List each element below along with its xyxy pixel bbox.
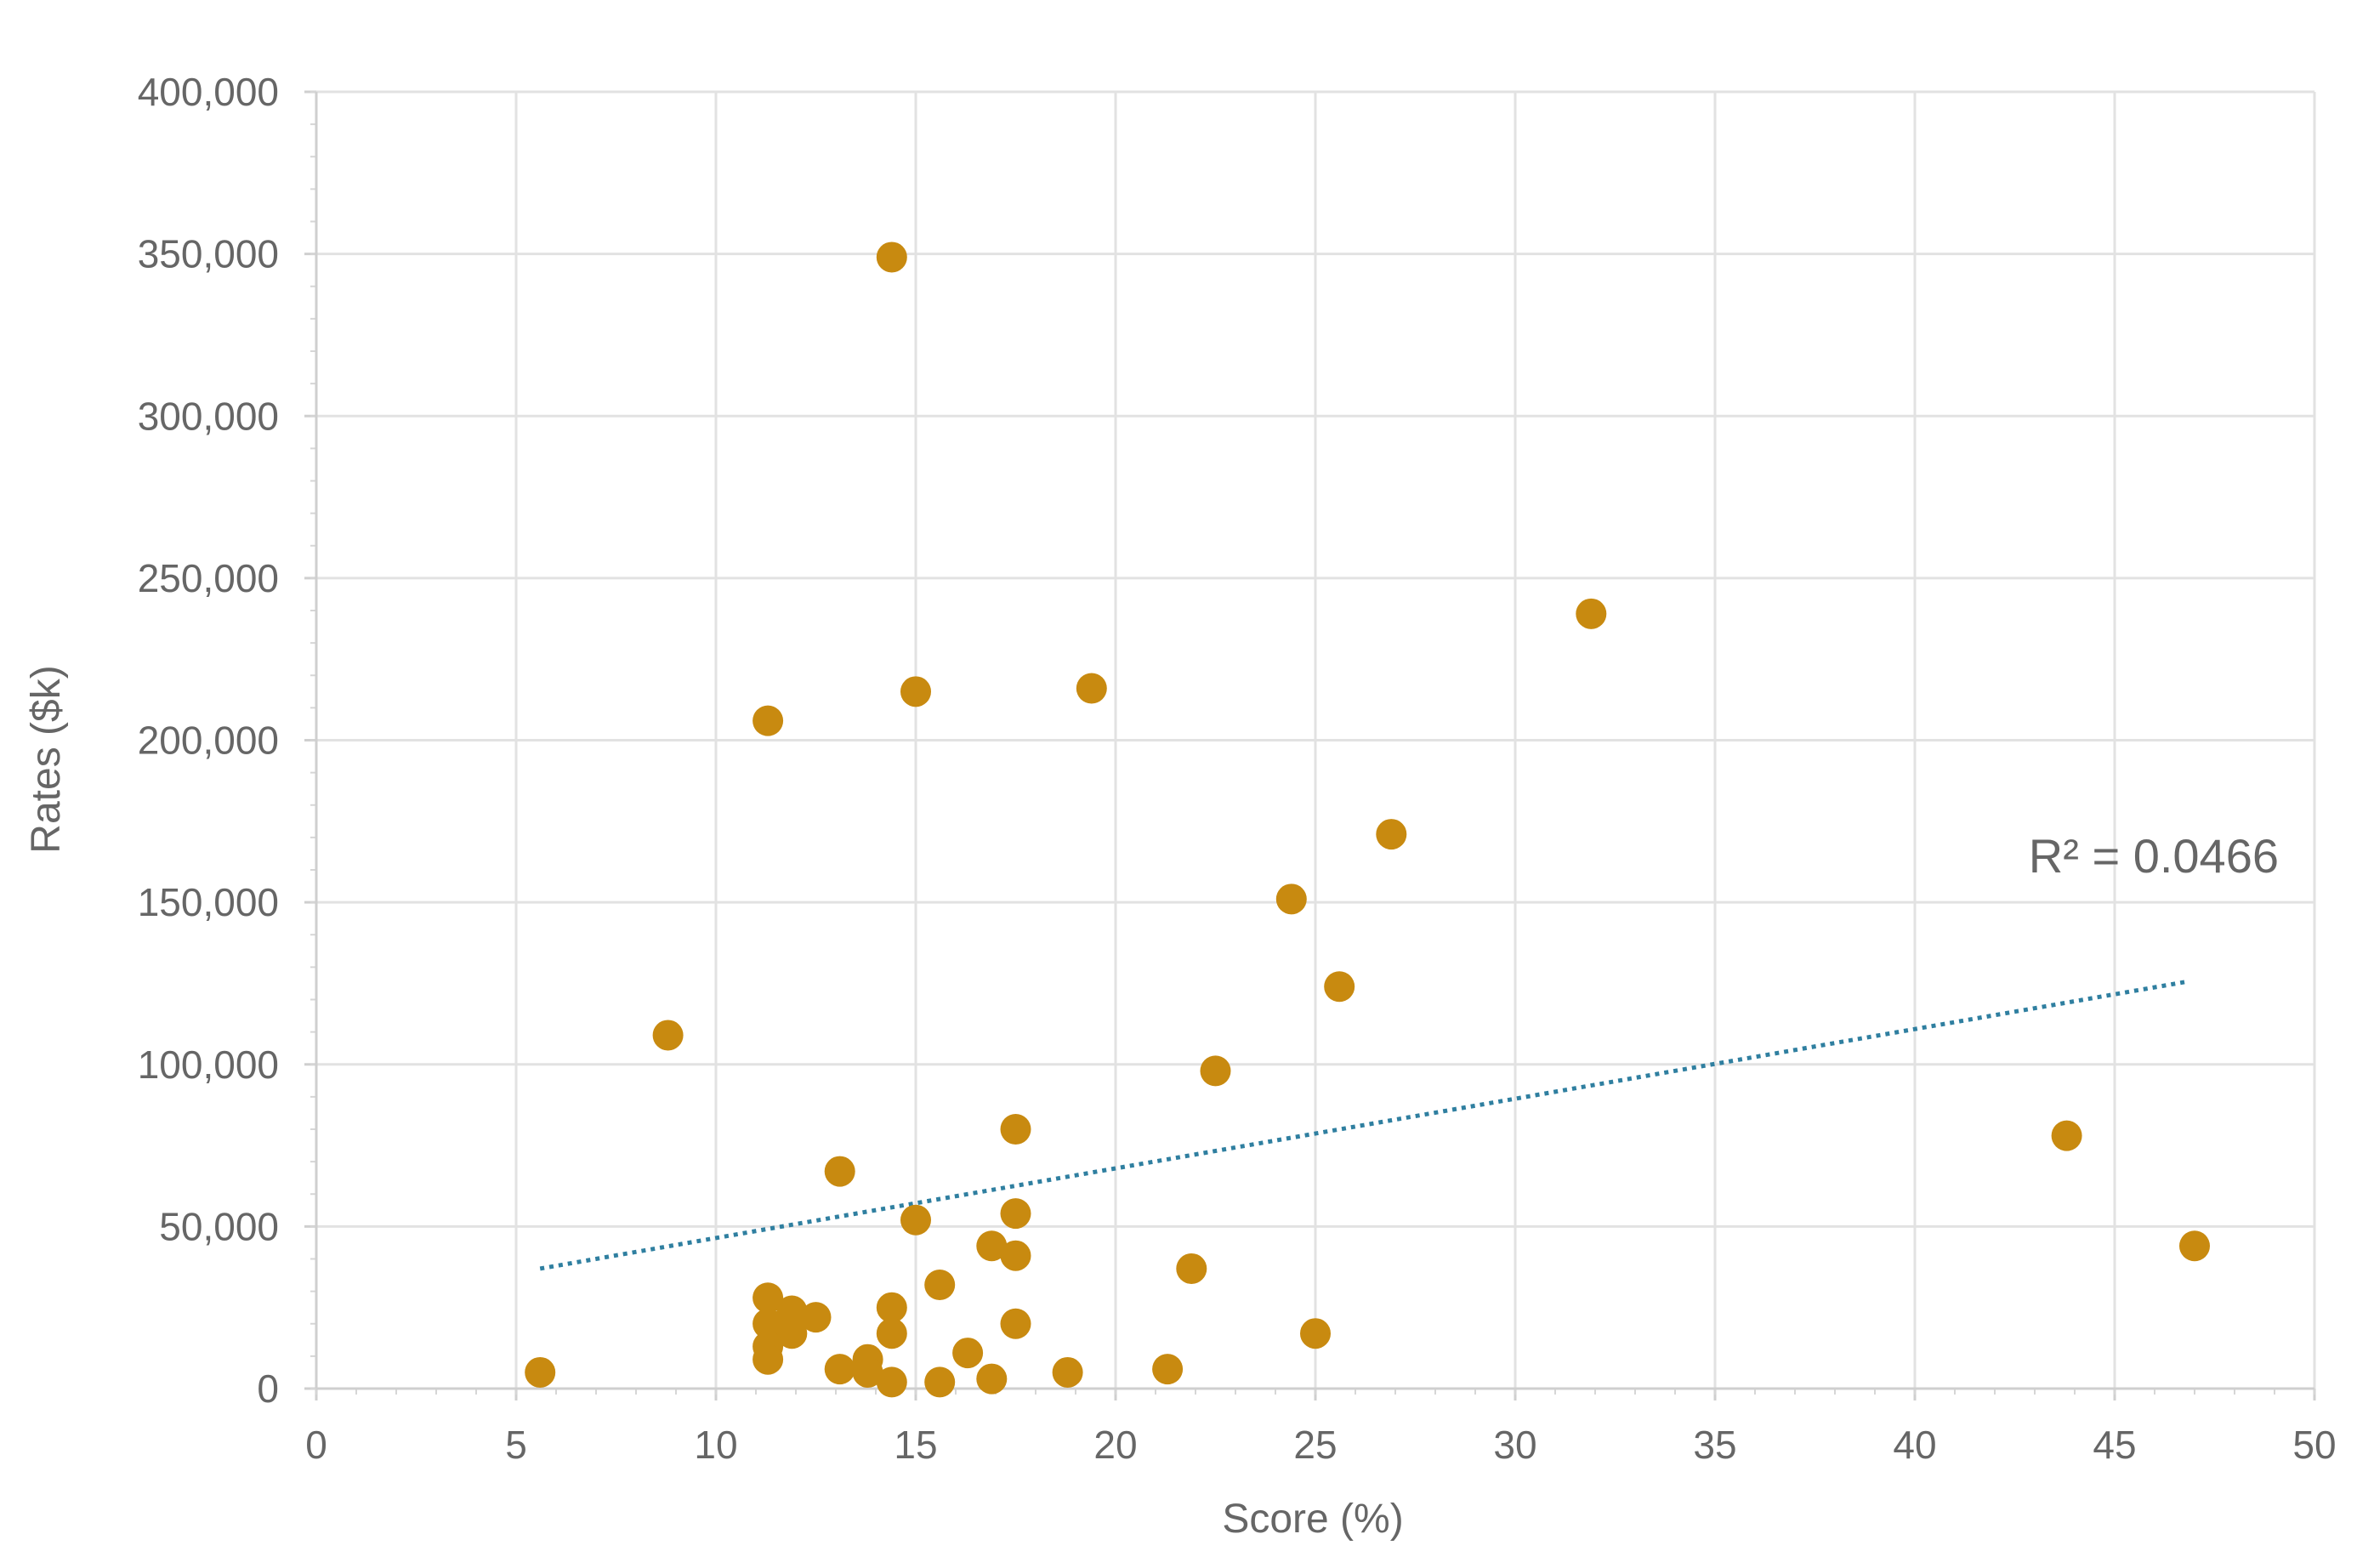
data-point <box>776 1318 808 1349</box>
y-tick-label: 150,000 <box>138 880 279 924</box>
y-tick-label: 300,000 <box>138 394 279 438</box>
x-axis-title: Score (%) <box>1222 1497 1403 1542</box>
axes <box>304 90 2316 1400</box>
data-point <box>876 1318 907 1349</box>
data-point <box>952 1338 984 1369</box>
data-point <box>1000 1308 1031 1339</box>
data-point <box>776 1295 808 1327</box>
data-point <box>1200 1055 1231 1087</box>
data-point <box>1376 819 1407 850</box>
data-point <box>1000 1114 1031 1145</box>
r-squared-annotation: R² = 0.0466 <box>2029 829 2279 883</box>
x-tick-label: 40 <box>1893 1423 1936 1467</box>
data-point <box>1000 1198 1031 1230</box>
y-tick-label: 400,000 <box>138 70 279 114</box>
data-point <box>824 1354 855 1385</box>
data-point <box>900 1204 931 1236</box>
x-tick-label: 35 <box>1693 1423 1736 1467</box>
x-tick-label: 15 <box>894 1423 937 1467</box>
trendline-group <box>539 980 2188 1271</box>
data-point <box>924 1270 956 1300</box>
data-point <box>976 1363 1008 1395</box>
x-tick-label: 10 <box>694 1423 737 1467</box>
y-tick-label: 250,000 <box>138 556 279 600</box>
y-tick-label: 200,000 <box>138 719 279 763</box>
x-tick-label: 30 <box>1493 1423 1536 1467</box>
data-point <box>1152 1354 1184 1385</box>
x-tick-label: 0 <box>305 1423 327 1467</box>
data-point <box>1076 673 1107 704</box>
data-point <box>824 1156 855 1187</box>
data-point <box>753 705 784 736</box>
tick-labels: 0 5 10 15 20 25 30 35 40 45 50 0 50,000 100,000 150,00… <box>138 70 2337 1467</box>
data-point <box>876 241 907 273</box>
data-point <box>1576 598 1607 629</box>
x-tick-label: 20 <box>1093 1423 1137 1467</box>
data-point <box>1275 883 1307 915</box>
data-point <box>753 1282 784 1314</box>
data-point <box>976 1230 1008 1262</box>
data-point <box>1000 1240 1031 1271</box>
data-point <box>900 676 931 707</box>
data-point <box>1300 1318 1331 1349</box>
data-point <box>753 1344 784 1375</box>
y-tick-label: 100,000 <box>138 1042 279 1087</box>
data-point <box>525 1356 556 1388</box>
data-point <box>800 1302 832 1333</box>
x-tick-label: 50 <box>2292 1423 2336 1467</box>
data-point <box>924 1366 956 1398</box>
data-point <box>753 1308 784 1339</box>
x-tick-label: 5 <box>505 1423 527 1467</box>
data-point <box>2051 1120 2082 1151</box>
x-tick-label: 45 <box>2093 1423 2136 1467</box>
data-point <box>652 1020 684 1051</box>
y-axis-title: Rates ($k) <box>24 665 69 853</box>
data-point <box>1324 971 1355 1003</box>
data-point <box>876 1366 907 1398</box>
data-point <box>2179 1230 2210 1262</box>
data-point <box>1176 1253 1207 1284</box>
y-tick-label: 0 <box>257 1366 279 1411</box>
gridlines <box>316 90 2316 1389</box>
data-point <box>876 1292 907 1323</box>
y-tick-label: 50,000 <box>159 1204 279 1248</box>
trendline <box>539 980 2188 1271</box>
data-points <box>525 241 2210 1398</box>
data-point <box>852 1356 883 1388</box>
x-tick-label: 25 <box>1293 1423 1337 1467</box>
data-point <box>1052 1356 1083 1388</box>
y-tick-label: 350,000 <box>138 232 279 276</box>
